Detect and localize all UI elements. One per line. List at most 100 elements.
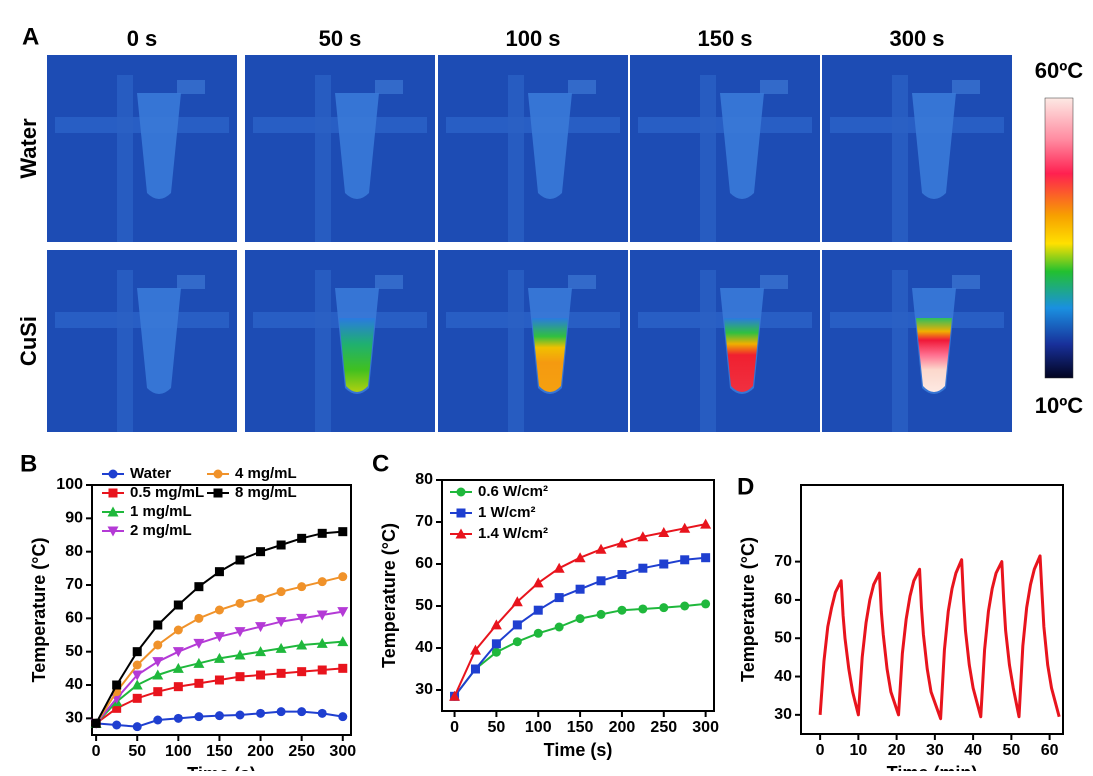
legend-label: 4 mg/mL bbox=[235, 465, 297, 482]
marker bbox=[317, 708, 327, 718]
marker bbox=[235, 598, 245, 608]
x-tick-label: 0 bbox=[92, 743, 101, 760]
marker bbox=[256, 670, 266, 680]
y-axis-title: Temperature (°C) bbox=[29, 538, 49, 683]
series-line bbox=[818, 554, 1061, 721]
tube bbox=[528, 93, 572, 199]
marker bbox=[152, 657, 164, 668]
legend-label: 1 mg/mL bbox=[130, 503, 192, 520]
x-tick-label: 60 bbox=[1041, 742, 1059, 759]
marker bbox=[153, 715, 163, 725]
marker bbox=[533, 605, 543, 615]
column-label: 300 s bbox=[889, 26, 944, 51]
marker bbox=[132, 693, 142, 703]
legend-item: 1 W/cm² bbox=[450, 504, 536, 521]
legend-label: 8 mg/mL bbox=[235, 484, 297, 501]
legend-label: 0.5 mg/mL bbox=[130, 484, 204, 501]
x-axis-title: Time (min) bbox=[887, 763, 978, 771]
plot-frame bbox=[91, 484, 352, 736]
marker bbox=[112, 680, 122, 690]
marker bbox=[553, 562, 565, 573]
row-label: CuSi bbox=[16, 316, 41, 366]
marker bbox=[638, 604, 648, 614]
marker bbox=[172, 647, 184, 658]
marker bbox=[680, 555, 690, 565]
thermal-image bbox=[47, 250, 237, 432]
marker bbox=[152, 669, 164, 680]
marker bbox=[595, 543, 607, 554]
marker bbox=[172, 662, 184, 673]
stand-post bbox=[508, 270, 524, 432]
marker bbox=[316, 610, 328, 621]
marker bbox=[596, 576, 606, 586]
thermal-image bbox=[438, 55, 628, 242]
marker bbox=[193, 638, 205, 649]
y-tick-label: 40 bbox=[65, 676, 83, 693]
marker bbox=[255, 646, 267, 657]
marker bbox=[337, 607, 349, 618]
x-tick-label: 0 bbox=[450, 719, 459, 736]
y-tick-label: 40 bbox=[774, 668, 792, 685]
marker bbox=[617, 605, 627, 615]
marker bbox=[512, 620, 522, 630]
thermal-image bbox=[630, 55, 820, 242]
marker bbox=[276, 587, 286, 597]
marker bbox=[532, 577, 544, 588]
marker bbox=[255, 622, 267, 633]
image-background bbox=[822, 55, 1012, 242]
marker bbox=[276, 540, 286, 550]
marker bbox=[214, 605, 224, 615]
x-tick-label: 100 bbox=[525, 719, 552, 736]
marker bbox=[470, 664, 480, 674]
legend-label: 0.6 W/cm² bbox=[478, 483, 548, 500]
stand-post bbox=[315, 270, 331, 432]
marker bbox=[338, 712, 348, 722]
x-tick-label: 50 bbox=[488, 719, 506, 736]
y-tick-label: 50 bbox=[774, 629, 792, 646]
x-tick-label: 20 bbox=[888, 742, 906, 759]
marker bbox=[132, 647, 142, 657]
marker bbox=[337, 636, 349, 647]
x-tick-label: 150 bbox=[567, 719, 594, 736]
marker bbox=[679, 522, 691, 533]
x-tick-label: 300 bbox=[329, 743, 356, 760]
marker bbox=[276, 707, 286, 717]
y-tick-label: 50 bbox=[415, 597, 433, 614]
image-background bbox=[47, 250, 237, 432]
tube-liquid bbox=[532, 318, 568, 392]
legend-item: Water bbox=[102, 465, 171, 482]
y-tick-label: 30 bbox=[65, 710, 83, 727]
column-label: 0 s bbox=[127, 26, 158, 51]
panel-label: D bbox=[737, 473, 754, 500]
marker bbox=[296, 613, 308, 624]
legend-marker bbox=[213, 469, 223, 479]
marker bbox=[491, 639, 501, 649]
marker bbox=[214, 675, 224, 685]
colorbar bbox=[1044, 97, 1074, 379]
marker bbox=[575, 614, 585, 624]
y-tick-label: 100 bbox=[56, 476, 83, 493]
marker bbox=[132, 660, 142, 670]
x-tick-label: 200 bbox=[609, 719, 636, 736]
marker bbox=[490, 619, 502, 630]
marker bbox=[296, 639, 308, 650]
marker bbox=[275, 642, 287, 653]
y-axis-title: Temperature (°C) bbox=[379, 523, 399, 668]
thermal-image bbox=[245, 250, 435, 432]
stand-post bbox=[892, 75, 908, 242]
marker bbox=[659, 603, 669, 613]
marker bbox=[256, 593, 266, 603]
image-background bbox=[438, 250, 628, 432]
marker bbox=[449, 690, 461, 701]
image-background bbox=[630, 250, 820, 432]
x-axis-title: Time (s) bbox=[187, 764, 256, 771]
x-axis-title: Time (s) bbox=[544, 740, 613, 760]
y-tick-label: 80 bbox=[65, 543, 83, 560]
marker bbox=[533, 628, 543, 638]
thermal-image bbox=[822, 55, 1012, 242]
marker bbox=[91, 718, 101, 728]
legend-label: 2 mg/mL bbox=[130, 522, 192, 539]
marker bbox=[338, 663, 348, 673]
marker bbox=[638, 563, 648, 573]
